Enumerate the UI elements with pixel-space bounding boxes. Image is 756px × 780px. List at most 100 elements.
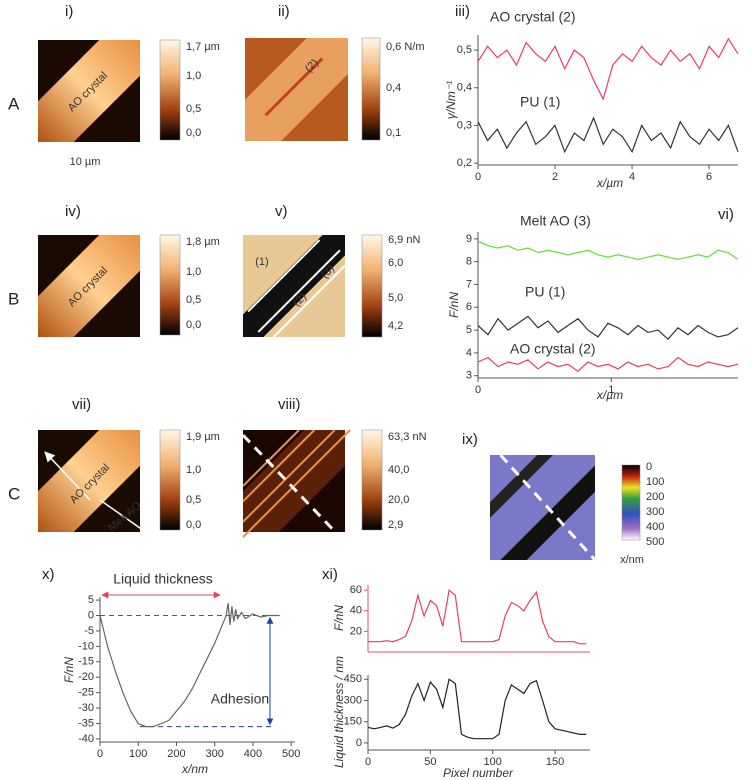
crystal-band: [243, 430, 345, 532]
crystal-band: [243, 235, 345, 337]
y-tick-label: 5: [88, 594, 94, 606]
y-tick-label: 60: [350, 584, 362, 596]
colorbar-label: 1,0: [186, 266, 201, 278]
series-label: PU (1): [520, 94, 560, 110]
edge-line: [257, 249, 341, 333]
row-label: A: [8, 94, 20, 113]
colorbar-label: 63,3 nN: [388, 431, 427, 443]
y-axis-label: F/nN: [447, 292, 461, 318]
y-tick-label: 300: [344, 694, 362, 706]
colorbar-label: 0: [646, 461, 652, 473]
y-tick-label: -10: [78, 640, 94, 652]
crystal-band: [38, 235, 140, 337]
profile-line: [499, 453, 597, 562]
colorbar-label: 0,6 N/m: [386, 41, 425, 53]
y-tick-label: 0: [356, 737, 362, 749]
x-tick-label: 50: [424, 756, 436, 768]
y-tick-label: -20: [78, 671, 94, 683]
colorbar-label: 0,0: [186, 319, 201, 331]
colorbar-label: 0,5: [186, 494, 201, 506]
x-tick-label: 2: [552, 171, 558, 183]
annotation: Adhesion: [211, 691, 269, 707]
edge-line: [247, 239, 321, 313]
x-tick-label: 0: [475, 171, 481, 183]
image-annotation: (1): [255, 256, 268, 268]
colorbar-label: 0,0: [186, 127, 201, 139]
x-tick-label: 0: [475, 384, 481, 396]
y-tick-label: 0,3: [457, 119, 472, 131]
colorbar-label: 500: [646, 536, 664, 548]
colorbar-label: 0,5: [186, 294, 201, 306]
edge-line: [242, 429, 336, 523]
y-tick-label: 3: [466, 370, 472, 382]
line-series: [367, 678, 587, 740]
y-tick-label: 450: [344, 673, 362, 685]
crystal-band: [245, 38, 348, 141]
colorbar-label: 0,5: [186, 103, 201, 115]
panel-label: ix): [462, 431, 478, 448]
colorbar: [159, 39, 181, 141]
y-tick-label: 150: [344, 716, 362, 728]
colorbar-label: 0,4: [386, 82, 401, 94]
y-axis-label: Liquid thickness / nm: [332, 656, 346, 768]
y-axis-label: F/nN: [62, 657, 76, 683]
x-tick-label: 4: [629, 171, 635, 183]
line-series: [368, 589, 587, 645]
y-tick-label: 40: [350, 605, 362, 617]
colorbar: [159, 429, 181, 531]
y-tick-label: 4: [466, 347, 472, 359]
crystal-band: [38, 430, 140, 532]
panel-label: xi): [322, 566, 338, 583]
profile-line: [241, 434, 347, 544]
colorbar-label: 200: [646, 491, 664, 503]
edge-line: [242, 429, 316, 503]
x-axis-label: x/nm: [181, 762, 208, 776]
colorbar-label: 100: [646, 476, 664, 488]
crystal-band: [38, 40, 140, 142]
colorbar-label: 1,8 µm: [186, 236, 220, 248]
line-series: [99, 603, 280, 728]
colorbar-label: 5,0: [388, 292, 403, 304]
colorbar-label: 400: [646, 521, 664, 533]
colorbar-label: 1,9 µm: [186, 431, 220, 443]
x-tick-label: 0: [365, 756, 371, 768]
x-tick-label: 300: [206, 748, 224, 760]
panel-label: vii): [72, 396, 91, 413]
x-tick-label: 500: [282, 748, 300, 760]
y-tick-label: -35: [78, 717, 94, 729]
y-tick-label: 0,2: [457, 157, 472, 169]
colorbar-label: 6,9 nN: [388, 234, 420, 246]
line-series: [477, 356, 739, 372]
line-series: [477, 240, 739, 261]
colorbar: [361, 234, 383, 338]
y-tick-label: -30: [78, 702, 94, 714]
panel-label: iii): [455, 3, 470, 20]
y-tick-label: 7: [466, 278, 472, 290]
colorbar: [621, 464, 641, 541]
y-tick-label: 0,5: [457, 44, 472, 56]
colorbar-label: 1,0: [186, 70, 201, 82]
series-label: AO crystal (2): [510, 341, 596, 357]
arrow: [99, 499, 151, 536]
y-tick-label: 20: [350, 625, 362, 637]
colorbar: [159, 234, 181, 336]
x-axis-label: x/µm: [596, 388, 623, 402]
arrow: [44, 451, 91, 501]
crystal-band: [500, 465, 595, 560]
y-tick-label: 9: [466, 233, 472, 245]
colorbar-label: 2,9: [388, 519, 403, 531]
x-axis-label: Pixel number: [443, 766, 514, 780]
panel-label: v): [275, 203, 288, 220]
y-tick-label: -40: [78, 733, 94, 745]
series-label: AO crystal (2): [490, 9, 576, 25]
panel-label: ii): [278, 3, 290, 20]
line-series: [477, 116, 739, 154]
colorbar-label: 0,1: [386, 127, 401, 139]
image-annotation: x/nm: [620, 554, 644, 566]
x-tick-label: 400: [244, 748, 262, 760]
stripe: [264, 57, 324, 117]
y-tick-label: -15: [78, 656, 94, 668]
y-tick-label: -5: [84, 625, 94, 637]
y-axis-label: F/nN: [332, 605, 346, 631]
